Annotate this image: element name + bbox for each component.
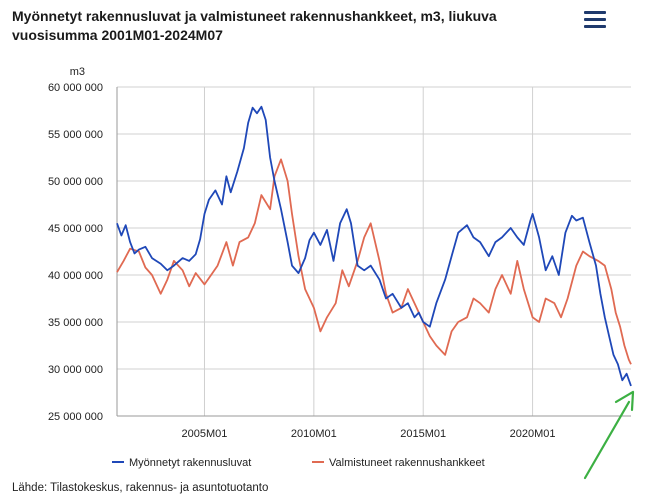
legend-label: Myönnetyt rakennusluvat xyxy=(129,457,251,469)
y-tick-label: 60 000 000 xyxy=(48,82,103,94)
x-tick-label: 2010M01 xyxy=(291,428,337,440)
legend-label: Valmistuneet rakennushankkeet xyxy=(329,457,485,469)
menu-bar xyxy=(584,25,606,28)
menu-bar xyxy=(584,18,606,21)
annotation-arrow-head xyxy=(614,390,635,412)
source-note: Lähde: Tilastokeskus, rakennus- ja asunt… xyxy=(12,482,269,494)
menu-bar xyxy=(584,11,606,14)
y-tick-label: 55 000 000 xyxy=(48,129,103,141)
hamburger-menu-icon[interactable] xyxy=(584,11,606,29)
x-tick-label: 2015M01 xyxy=(400,428,446,440)
y-tick-label: 25 000 000 xyxy=(48,411,103,423)
x-tick-label: 2005M01 xyxy=(182,428,228,440)
y-tick-label: 30 000 000 xyxy=(48,364,103,376)
y-tick-label: 35 000 000 xyxy=(48,317,103,329)
y-axis-label: m3 xyxy=(70,66,85,78)
series-line-permits xyxy=(116,105,632,387)
annotation-arrow-shaft xyxy=(583,400,631,480)
series-line-completed xyxy=(116,158,632,365)
y-tick-label: 50 000 000 xyxy=(48,176,103,188)
y-tick-label: 45 000 000 xyxy=(48,223,103,235)
x-tick-label: 2020M01 xyxy=(510,428,556,440)
chart-title: Myönnetyt rakennusluvat ja valmistuneet … xyxy=(12,8,497,43)
y-tick-label: 40 000 000 xyxy=(48,270,103,282)
